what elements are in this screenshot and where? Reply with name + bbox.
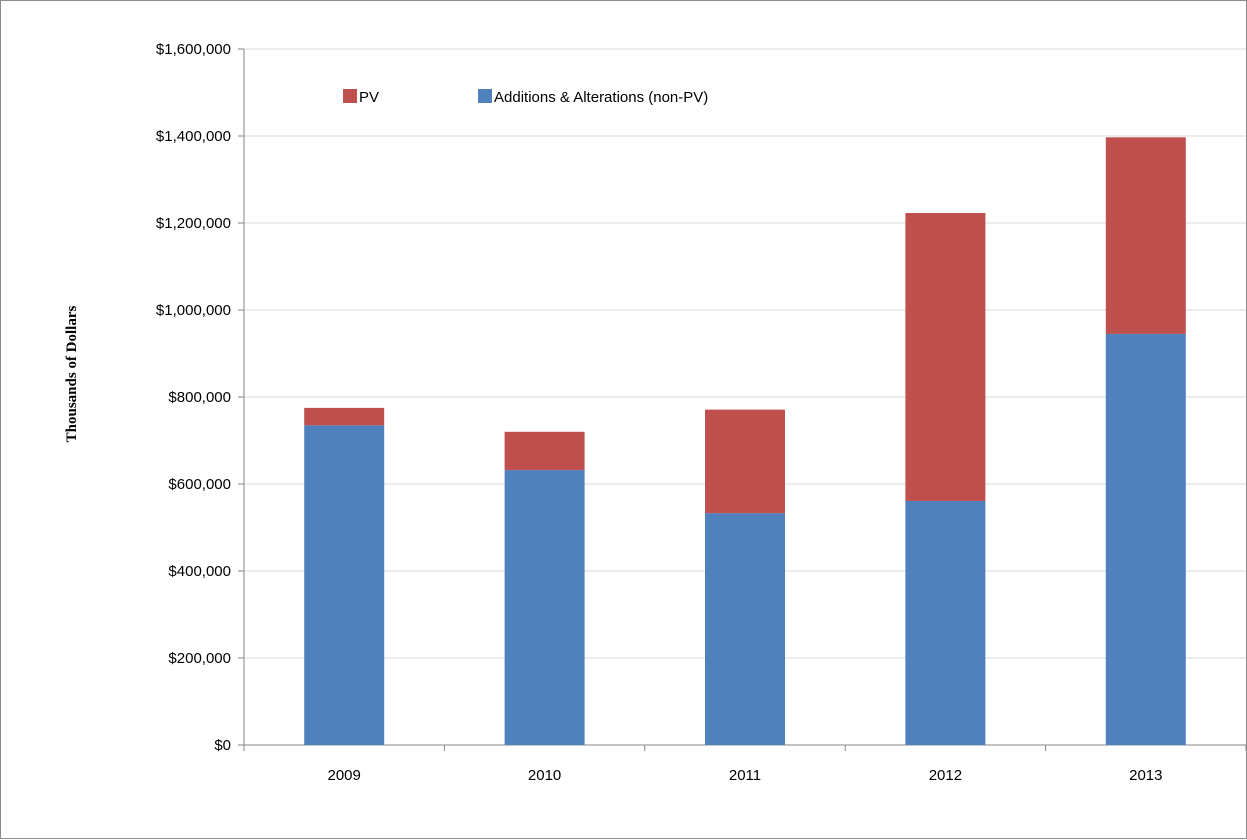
bar-2011-non-pv: [705, 513, 785, 745]
y-tick-label: $0: [214, 737, 231, 754]
legend-item: PV: [343, 89, 379, 106]
y-tick-label: $200,000: [168, 650, 231, 667]
bar-2013-pv: [1105, 137, 1186, 334]
bar-2009-pv: [304, 407, 385, 426]
legend-label: Additions & Alterations (non-PV): [494, 89, 708, 106]
bar-2012-non-pv: [905, 500, 986, 745]
bar-2011-pv: [705, 409, 785, 514]
bar-2013-non-pv: [1105, 333, 1186, 745]
legend-label: PV: [359, 89, 379, 106]
y-tick-label: $1,200,000: [156, 215, 231, 232]
bar-2010-pv: [504, 431, 585, 471]
y-tick-label: $1,400,000: [156, 128, 231, 145]
y-tick-label: $1,600,000: [156, 41, 231, 58]
bar-2009-non-pv: [304, 425, 385, 745]
legend-item: Additions & Alterations (non-PV): [478, 89, 708, 106]
bars: [304, 137, 1186, 745]
legend: PV Additions & Alterations (non-PV): [343, 89, 708, 106]
y-tick-label: $800,000: [168, 389, 231, 406]
tick-labels: $0 $200,000 $400,000 $600,000 $800,000 $1,000…: [156, 41, 1163, 784]
x-tick-label: 2011: [729, 767, 761, 784]
x-tick-label: 2009: [328, 767, 361, 784]
y-tick-label: $1,000,000: [156, 302, 231, 319]
bar-2012-pv: [905, 212, 986, 501]
x-tick-label: 2013: [1129, 767, 1162, 784]
y-tick-label: $400,000: [168, 563, 231, 580]
legend-swatch: [343, 89, 357, 103]
y-tick-label: $600,000: [168, 476, 231, 493]
x-tick-label: 2010: [528, 767, 561, 784]
legend-swatch: [478, 89, 492, 103]
bar-2010-non-pv: [504, 470, 585, 745]
y-axis-title: Thousands of Dollars: [64, 305, 80, 442]
x-tick-label: 2012: [929, 767, 962, 784]
